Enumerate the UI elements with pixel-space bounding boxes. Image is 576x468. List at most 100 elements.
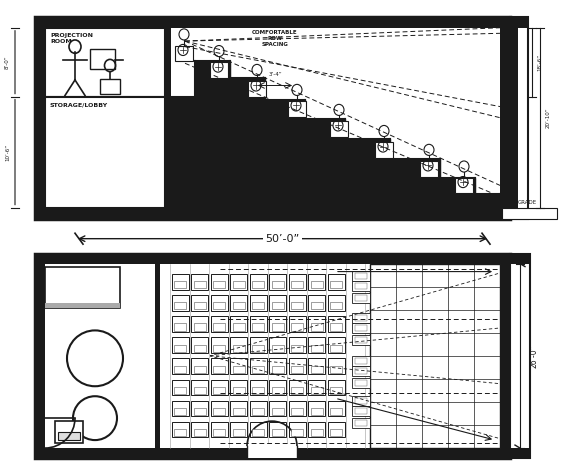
Text: 20’-10”: 20’-10” (546, 107, 551, 128)
Bar (510, 17, 528, 28)
Bar (45, 28, 165, 96)
Bar (270, 295, 286, 311)
Bar (250, 337, 267, 353)
Bar (194, 323, 206, 330)
Bar (502, 208, 557, 219)
Bar (55, 421, 83, 443)
Bar (233, 344, 245, 351)
Bar (191, 380, 208, 395)
Bar (355, 273, 367, 279)
Bar (252, 302, 264, 309)
Bar (352, 271, 370, 281)
Bar (289, 380, 305, 395)
Bar (352, 335, 370, 345)
Bar (355, 283, 367, 289)
Bar (331, 323, 342, 330)
Bar (233, 302, 245, 309)
Bar (331, 366, 342, 373)
Bar (230, 380, 247, 395)
Bar (58, 432, 80, 440)
Bar (291, 408, 303, 415)
Bar (45, 267, 120, 308)
Bar (45, 303, 120, 308)
Bar (172, 337, 188, 353)
Bar (270, 380, 286, 395)
Bar (252, 429, 264, 436)
Bar (250, 422, 267, 438)
Bar (35, 17, 510, 219)
Bar (355, 420, 367, 426)
Bar (191, 295, 208, 311)
Bar (328, 401, 344, 417)
Bar (510, 17, 528, 219)
Bar (155, 254, 160, 448)
Bar (309, 337, 325, 353)
Text: GRADE: GRADE (518, 199, 537, 205)
Bar (250, 358, 267, 374)
Bar (35, 448, 510, 458)
Bar (455, 178, 473, 193)
Bar (172, 316, 188, 332)
Bar (252, 387, 264, 394)
Bar (252, 408, 264, 415)
Bar (355, 315, 367, 321)
Bar (352, 281, 370, 291)
Bar (270, 422, 286, 438)
Bar (211, 401, 228, 417)
Text: 18’-6”: 18’-6” (537, 54, 542, 71)
Bar (309, 295, 325, 311)
Bar (35, 208, 510, 219)
Bar (311, 281, 323, 288)
Bar (420, 161, 438, 176)
Text: 26’-0”: 26’-0” (529, 344, 539, 367)
Bar (352, 396, 370, 406)
Bar (194, 408, 206, 415)
Bar (175, 344, 186, 351)
Bar (230, 358, 247, 374)
Bar (252, 323, 264, 330)
Bar (230, 422, 247, 438)
Bar (510, 208, 528, 219)
Circle shape (67, 330, 123, 386)
Bar (172, 401, 188, 417)
Bar (355, 367, 367, 373)
Bar (355, 398, 367, 404)
Bar (352, 366, 370, 376)
Bar (211, 295, 228, 311)
Bar (272, 344, 283, 351)
Bar (233, 281, 245, 288)
Bar (272, 281, 283, 288)
Bar (172, 358, 188, 374)
Bar (230, 295, 247, 311)
Bar (175, 302, 186, 309)
Bar (328, 295, 344, 311)
Text: 3’-4”: 3’-4” (268, 72, 282, 77)
Bar (270, 337, 286, 353)
Bar (352, 323, 370, 333)
Bar (100, 79, 120, 95)
Bar (247, 443, 297, 458)
Bar (214, 323, 225, 330)
Bar (289, 295, 305, 311)
Bar (35, 254, 510, 458)
Bar (250, 401, 267, 417)
Text: 10’-6”: 10’-6” (5, 144, 10, 161)
Bar (191, 422, 208, 438)
Bar (370, 263, 500, 448)
Bar (90, 49, 115, 69)
Bar (194, 387, 206, 394)
Bar (270, 274, 286, 290)
Bar (250, 380, 267, 395)
Bar (272, 429, 283, 436)
Bar (191, 401, 208, 417)
Bar (311, 366, 323, 373)
Bar (291, 366, 303, 373)
Bar (355, 295, 367, 301)
Bar (500, 254, 510, 458)
Bar (35, 17, 510, 28)
Bar (230, 316, 247, 332)
Bar (289, 401, 305, 417)
Bar (250, 295, 267, 311)
Bar (289, 337, 305, 353)
Bar (272, 366, 283, 373)
